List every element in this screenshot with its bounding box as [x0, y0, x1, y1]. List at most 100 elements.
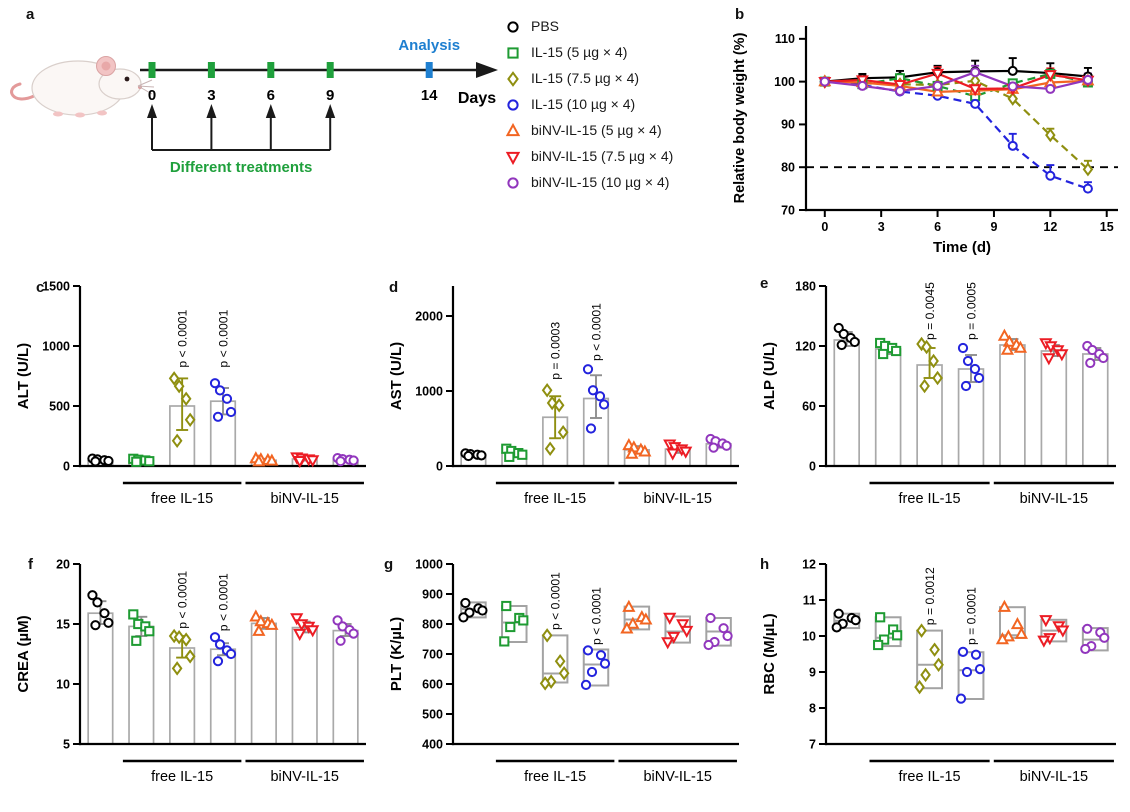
svg-text:60: 60 [802, 399, 816, 413]
svg-text:12: 12 [1043, 220, 1057, 234]
treatment-schedule-diagram: 0 3 6 9 14 Days Analysis Different treatments [10, 37, 498, 176]
chart-alt: 0 500 1000 1500 ALT (U/L) p < 0.0001 p < 0.000… [15, 279, 366, 507]
svg-text:0: 0 [148, 87, 156, 104]
svg-text:70: 70 [781, 203, 795, 217]
svg-text:10: 10 [802, 629, 816, 643]
svg-text:0: 0 [63, 459, 70, 473]
svg-text:1000: 1000 [42, 339, 70, 353]
circle-marker-icon [507, 176, 519, 189]
svg-text:free IL-15: free IL-15 [151, 769, 213, 785]
svg-text:p = 0.0001: p = 0.0001 [965, 587, 979, 645]
svg-text:biNV-IL-15: biNV-IL-15 [1020, 491, 1089, 507]
legend-item: IL-15 (10 µg × 4) [504, 96, 722, 113]
svg-text:biNV-IL-15: biNV-IL-15 [270, 769, 339, 785]
svg-text:120: 120 [795, 339, 816, 353]
svg-text:free IL-15: free IL-15 [899, 491, 961, 507]
svg-text:900: 900 [422, 587, 443, 601]
svg-text:p < 0.0001: p < 0.0001 [217, 309, 231, 367]
svg-text:Relative body weight (%): Relative body weight (%) [732, 32, 748, 203]
svg-text:biNV-IL-15: biNV-IL-15 [643, 769, 712, 785]
svg-text:biNV-IL-15: biNV-IL-15 [643, 491, 712, 507]
svg-text:p < 0.0001: p < 0.0001 [549, 572, 563, 630]
legend-item: IL-15 (7.5 µg × 4) [504, 70, 722, 87]
svg-text:6: 6 [267, 87, 275, 104]
svg-text:Time (d): Time (d) [933, 239, 991, 256]
legend-label: biNV-IL-15 (10 µg × 4) [531, 174, 670, 190]
svg-text:p < 0.0001: p < 0.0001 [590, 303, 604, 361]
legend-label: PBS [531, 18, 560, 34]
circle-marker-icon [507, 98, 519, 111]
svg-text:free IL-15: free IL-15 [899, 769, 961, 785]
panel-letter-a: a [26, 6, 35, 23]
svg-text:9: 9 [990, 220, 997, 234]
svg-text:100: 100 [774, 75, 795, 89]
panel-letter-g: g [384, 556, 394, 573]
square-marker-icon [507, 46, 519, 59]
svg-text:15: 15 [56, 617, 70, 631]
svg-text:11: 11 [803, 593, 816, 607]
legend-label: IL-15 (7.5 µg × 4) [531, 70, 640, 86]
svg-text:1000: 1000 [415, 384, 443, 398]
svg-text:AST (U/L): AST (U/L) [388, 342, 405, 410]
svg-text:p = 0.0045: p = 0.0045 [923, 282, 937, 340]
svg-text:12: 12 [802, 557, 816, 571]
svg-text:p = 0.0005: p = 0.0005 [965, 282, 979, 340]
svg-text:500: 500 [49, 399, 70, 413]
svg-text:p < 0.0001: p < 0.0001 [176, 571, 190, 629]
svg-text:Different treatments: Different treatments [170, 159, 313, 176]
svg-text:80: 80 [781, 161, 795, 175]
mouse-icon [10, 56, 155, 118]
svg-text:9: 9 [326, 87, 334, 104]
svg-text:700: 700 [422, 647, 443, 661]
chart-crea: 5 10 15 20 CREA (µM) p < 0.0001 p < 0.0001 free… [15, 557, 366, 785]
svg-text:90: 90 [781, 118, 795, 132]
diamond-marker-icon [507, 70, 519, 87]
svg-text:ALP (U/L): ALP (U/L) [761, 342, 778, 410]
svg-text:free IL-15: free IL-15 [524, 769, 586, 785]
svg-text:PLT (K/µL): PLT (K/µL) [388, 617, 405, 691]
chart-alp: 0 60 120 180 ALP (U/L) p = 0.0045 p = 0.0005 fr… [761, 279, 1116, 507]
panel-letter-f: f [28, 556, 33, 573]
svg-text:1500: 1500 [42, 279, 70, 293]
legend-item: biNV-IL-15 (5 µg × 4) [504, 122, 722, 139]
svg-text:p < 0.0001: p < 0.0001 [217, 573, 231, 631]
svg-text:CREA (µM): CREA (µM) [15, 615, 32, 692]
svg-text:0: 0 [821, 220, 828, 234]
svg-text:15: 15 [1100, 220, 1114, 234]
svg-text:RBC (M/µL): RBC (M/µL) [761, 613, 778, 694]
svg-text:p < 0.0001: p < 0.0001 [590, 587, 604, 645]
svg-text:free IL-15: free IL-15 [524, 491, 586, 507]
svg-text:ALT (U/L): ALT (U/L) [15, 343, 32, 409]
legend-label: IL-15 (5 µg × 4) [531, 44, 628, 60]
svg-text:8: 8 [809, 701, 816, 715]
legend-item: PBS [504, 18, 722, 35]
svg-text:biNV-IL-15: biNV-IL-15 [270, 491, 339, 507]
svg-text:7: 7 [809, 737, 816, 751]
panel-letter-c: c [36, 279, 45, 296]
panel-letter-h: h [760, 556, 770, 573]
svg-text:0: 0 [809, 459, 816, 473]
svg-text:Days: Days [458, 90, 496, 107]
svg-text:1000: 1000 [415, 557, 443, 571]
chart-rbc: 7 8 9 10 11 12 RBC (M/µL) p = 0.0012 p = 0.0001 f… [761, 557, 1116, 785]
legend-item: IL-15 (5 µg × 4) [504, 44, 722, 61]
circle-marker-icon [507, 20, 519, 33]
panel-letter-b: b [735, 6, 745, 23]
svg-text:3: 3 [878, 220, 885, 234]
figure-legend: PBS IL-15 (5 µg × 4) IL-15 (7.5 µg × 4) IL-… [504, 18, 722, 200]
svg-text:5: 5 [63, 737, 70, 751]
legend-item: biNV-IL-15 (10 µg × 4) [504, 174, 722, 191]
panel-letter-d: d [389, 279, 399, 296]
legend-item: biNV-IL-15 (7.5 µg × 4) [504, 148, 722, 165]
svg-text:6: 6 [934, 220, 941, 234]
svg-text:10: 10 [56, 677, 70, 691]
svg-text:p = 0.0012: p = 0.0012 [923, 567, 937, 625]
svg-text:14: 14 [421, 87, 438, 104]
tri-down-marker-icon [505, 151, 521, 165]
svg-text:20: 20 [56, 557, 70, 571]
legend-label: biNV-IL-15 (5 µg × 4) [531, 122, 662, 138]
svg-text:p = 0.0003: p = 0.0003 [549, 322, 563, 380]
chart-body-weight: 70 80 90 100 110 0 3 6 9 12 15 Time (d) Relative bod… [732, 26, 1118, 256]
svg-text:180: 180 [795, 279, 816, 293]
